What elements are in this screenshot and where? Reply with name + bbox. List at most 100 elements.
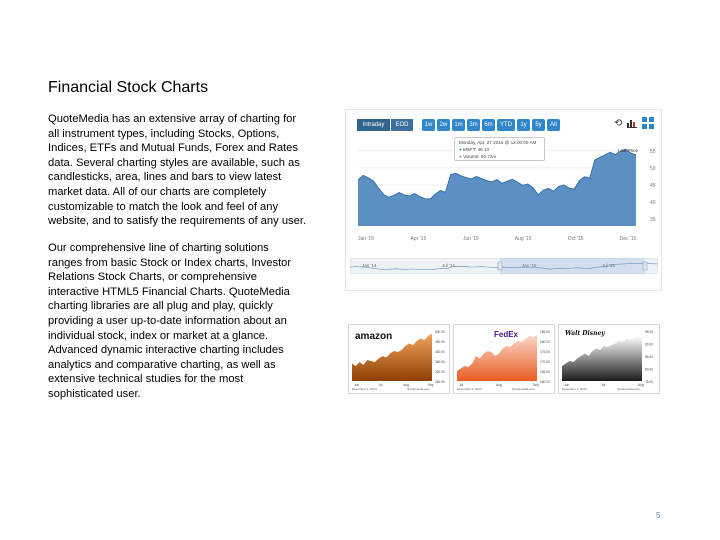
thumbnail-footer-date: December 1, 2014 (562, 387, 587, 391)
intraday-button[interactable]: Intraday (357, 119, 390, 131)
thumbnail-y-label: 80.00 (645, 368, 653, 372)
paragraph2-line: ranges from basic Stock or Index charts,… (48, 256, 292, 269)
paragraph2-line: Our comprehensive line of charting solut… (48, 242, 269, 254)
price-area-chart[interactable]: 55 50 45 40 35 Last Price Jan '15 Apr '15 Jun '1… (346, 138, 661, 256)
refresh-icon[interactable]: ⟲ (614, 118, 623, 129)
price-line (357, 148, 637, 200)
y-tick-label: 55 (650, 149, 656, 155)
paragraph1-line: candlesticks, area, lines and bars to vi… (48, 171, 282, 184)
range-button-2w[interactable]: 2w (437, 119, 450, 131)
thumbnail-logo: FedEx (494, 330, 519, 339)
y-tick-label: 40 (650, 200, 656, 206)
paragraph2-line: charting libraries are all plug and play… (48, 300, 273, 313)
paragraph2-line: sophisticated user. (48, 387, 141, 400)
thumbnail-x-label: Aug (403, 383, 409, 387)
thumbnail-y-label: 180.00 (540, 340, 550, 344)
thumbnail-x-label: Jul (459, 383, 463, 387)
paragraph2-line: analytics and comparative charting, as w… (48, 358, 276, 371)
thumbnail-y-label: 160.00 (540, 380, 550, 384)
chart-tooltip: Monday, Apr. 27 2015 @ 12:00:00 AM ● MSF… (454, 137, 545, 161)
thumbnail-footer-source: Quotemedia.com (617, 387, 640, 391)
page-title: Financial Stock Charts (48, 79, 209, 96)
thumbnail-x-label: Jun (354, 383, 359, 387)
thumbnail-y-label: 450.00 (435, 340, 445, 344)
thumbnail-y-label: 165.00 (540, 370, 550, 374)
eod-button[interactable]: EOD (391, 119, 413, 131)
paragraph-charting-overview: QuoteMedia has an extensive array of cha… (48, 112, 333, 229)
paragraph2-line: interactive HTML5 Financial Charts. Quot… (48, 285, 290, 298)
x-tick-label: Aug '15 (515, 236, 532, 242)
range-button-3m[interactable]: 3m (467, 119, 480, 131)
thumbnail-y-label: 85.00 (645, 355, 653, 359)
range-button-1w[interactable]: 1w (422, 119, 435, 131)
thumbnail-chart-svg: 500.00 450.00 400.00 350.00 300.00 250.00 Jun J… (352, 330, 445, 391)
range-button-1y[interactable]: 1y (517, 119, 530, 131)
thumbnail-chart-svg: 95.00 90.00 85.00 80.00 75.00 Jun Jul Aug Decemb… (562, 330, 653, 391)
navigator-tick-label: Jan '14 (362, 263, 377, 268)
last-price-label: Last Price (618, 148, 639, 153)
thumbnail-y-label: 170.00 (540, 360, 550, 364)
thumbnail-area (562, 336, 642, 381)
paragraph1-line: Indices, ETFs and Mutual Funds, Forex an… (48, 142, 298, 155)
paragraph2-line: extensive technical studies for the most (48, 373, 244, 386)
thumbnail-footer-source: Quotemedia.com (512, 387, 535, 391)
range-button-all[interactable]: All (547, 119, 560, 131)
thumbnail-x-label: Aug (496, 383, 502, 387)
range-button-ytd[interactable]: YTD (497, 119, 515, 131)
x-tick-label: Dec '15 (620, 236, 637, 242)
y-tick-label: 45 (650, 183, 656, 189)
y-tick-label: 50 (650, 166, 656, 172)
thumbnail-x-label: Sep (428, 383, 434, 387)
x-tick-label: Oct '15 (568, 236, 584, 242)
x-tick-label: Jan '15 (358, 236, 374, 242)
navigator-tick-label: Jul '15 (602, 263, 615, 268)
thumbnail-y-label: 75.00 (645, 380, 653, 384)
thumbnail-y-label: 350.00 (435, 360, 445, 364)
range-button-6m[interactable]: 6m (482, 119, 495, 131)
chart-toolbar: Intraday EOD 1w 2w 1m 3m 6m YTD 1y 5y All ⟲ (346, 110, 661, 138)
thumbnail-y-label: 95.00 (645, 330, 653, 334)
navigator-handle[interactable] (642, 261, 648, 271)
thumbnail-footer-source: Quotemedia.com (407, 387, 430, 391)
thumbnail-y-label: 175.00 (540, 350, 550, 354)
stock-chart-widget: Intraday EOD 1w 2w 1m 3m 6m YTD 1y 5y All ⟲ 55 50… (345, 109, 662, 291)
thumbnail-y-label: 90.00 (645, 343, 653, 347)
page-number: 5 (656, 511, 661, 520)
range-button-5y[interactable]: 5y (532, 119, 545, 131)
thumbnail-x-label: Jul (601, 383, 605, 387)
paragraph1-line: QuoteMedia has an extensive array of cha… (48, 113, 297, 125)
settings-grid-icon[interactable] (642, 117, 654, 131)
navigator-handle[interactable] (497, 261, 503, 271)
paragraph1-line: data. Several charting styles are availa… (48, 156, 300, 169)
tooltip-volume-value: Volume: 60.72m (463, 154, 497, 159)
thumbnail-chart-fedex: 185.00 180.00 175.00 170.00 165.00 160.00 Jul A… (453, 324, 555, 394)
paragraph2-line: Relations Stock Charts, or comprehensive (48, 271, 257, 284)
paragraph2-line: Advanced dynamic interactive charting in… (48, 344, 284, 357)
x-tick-label: Jun '15 (463, 236, 479, 242)
paragraph1-line: all instrument types, including Stocks, … (48, 127, 280, 140)
y-tick-label: 35 (650, 217, 656, 223)
thumbnail-x-label: Jun (564, 383, 569, 387)
thumbnail-y-label: 185.00 (540, 330, 550, 334)
chart-navigator[interactable]: Jan '14 Jul '14 Jan '15 Jul '15 (350, 258, 658, 274)
thumbnail-chart-svg: 185.00 180.00 175.00 170.00 165.00 160.00 Jul A… (457, 330, 550, 391)
thumbnail-y-label: 400.00 (435, 350, 445, 354)
tooltip-volume: ● Volume: 60.72m (459, 154, 497, 159)
price-area (358, 149, 636, 226)
thumbnail-y-label: 500.00 (435, 330, 445, 334)
thumbnail-x-label: Aug (638, 383, 644, 387)
paragraph-charting-solutions: Our comprehensive line of charting solut… (48, 241, 333, 402)
range-button-1m[interactable]: 1m (452, 119, 465, 131)
navigator-selection[interactable] (500, 258, 645, 274)
paragraph1-line: website, and to satisfy the requirements… (48, 215, 307, 228)
tooltip-symbol-value: MSFT: 48.13 (463, 147, 490, 152)
paragraph2-line: providing a user up-to-date information … (48, 314, 287, 327)
thumbnail-y-label: 250.00 (435, 380, 445, 384)
thumbnail-area (457, 335, 537, 381)
bar-chart-icon[interactable] (627, 117, 637, 131)
paragraph1-line: customizable to match the look and feel … (48, 200, 279, 213)
navigator-line (350, 262, 658, 270)
thumbnail-x-label: Jul (379, 383, 383, 387)
tooltip-symbol: ● MSFT: 48.13 (459, 147, 490, 152)
tooltip-date: Monday, Apr. 27 2015 @ 12:00:00 AM (459, 140, 537, 145)
